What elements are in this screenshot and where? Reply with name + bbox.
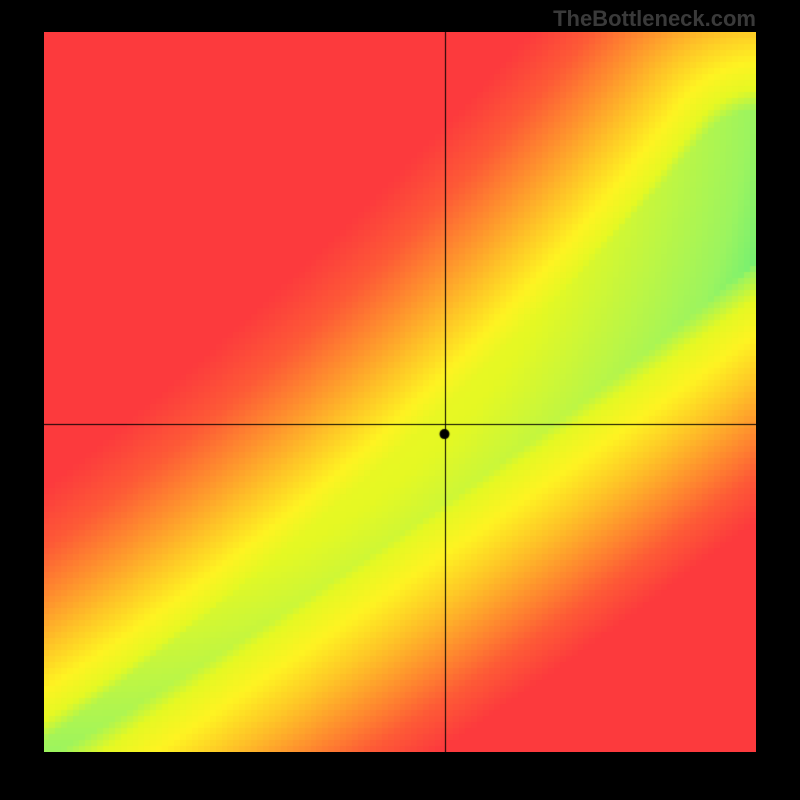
watermark-text: TheBottleneck.com	[553, 6, 756, 32]
crosshair-overlay	[44, 32, 756, 752]
plot-area	[44, 32, 756, 752]
outer-frame: TheBottleneck.com	[0, 0, 800, 800]
